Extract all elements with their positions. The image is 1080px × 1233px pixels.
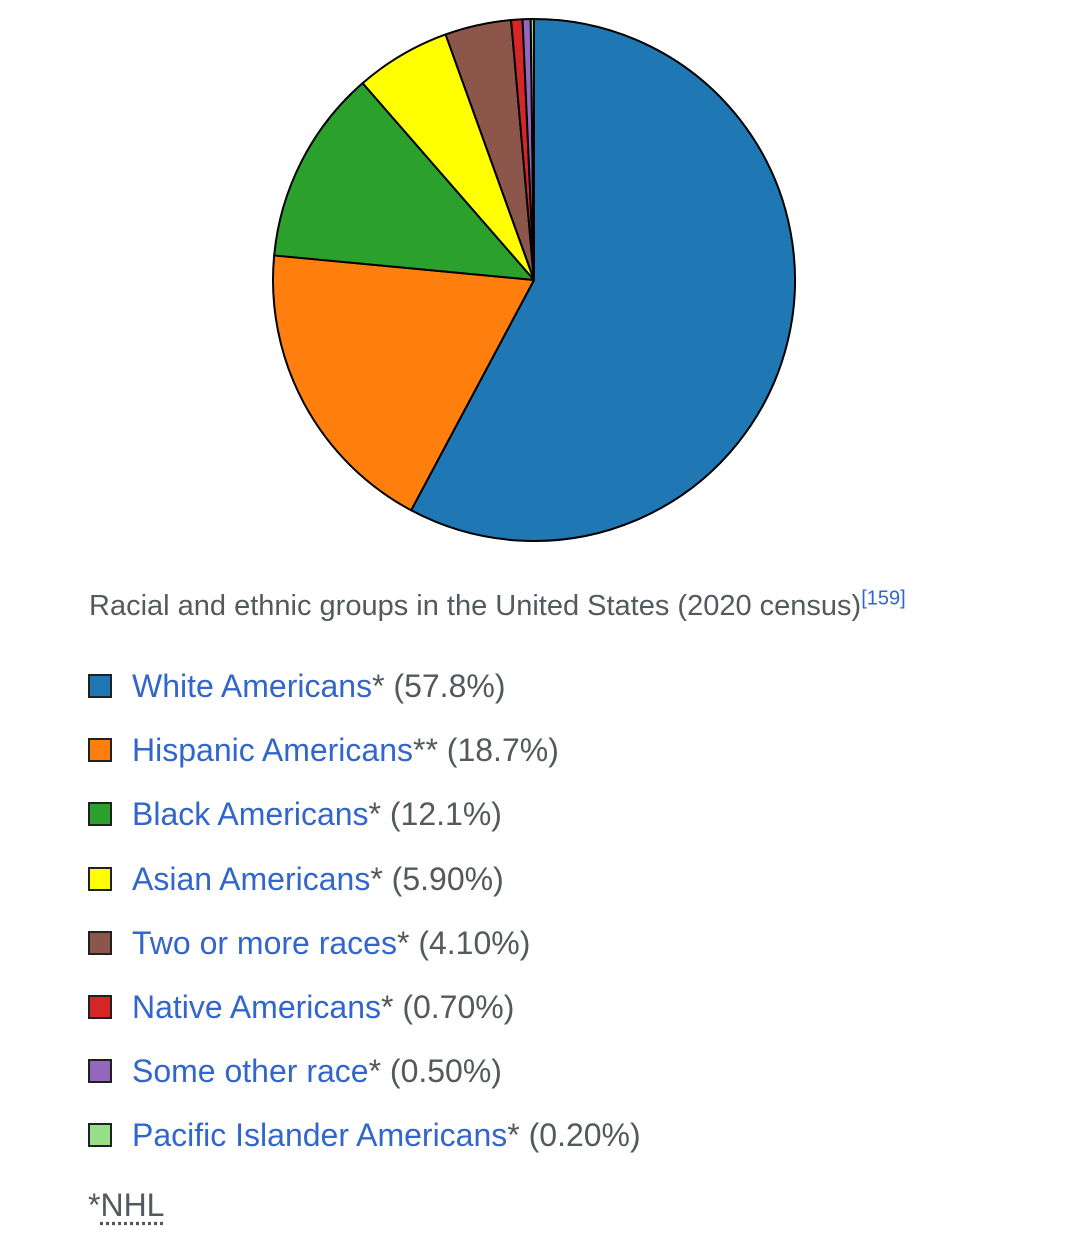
legend-link-pacific-islander-americans[interactable]: Pacific Islander Americans [132, 1117, 508, 1154]
legend-link-black-americans[interactable]: Black Americans [132, 796, 369, 833]
legend-item-some-other-race: Some other race* (0.50%) [88, 1049, 641, 1113]
legend-mark: * [507, 1117, 520, 1154]
legend-link-two-or-more-races[interactable]: Two or more races [132, 924, 397, 961]
legend-swatch [88, 674, 112, 698]
chart-legend: White Americans* (57.8%) Hispanic Americ… [88, 664, 641, 1178]
footnote-asterisk: * [88, 1187, 101, 1223]
legend-link-asian-americans[interactable]: Asian Americans [132, 860, 371, 897]
legend-percent: (5.90%) [391, 860, 504, 897]
pie-slice-white-americans [410, 18, 796, 542]
legend-percent: (12.1%) [389, 796, 502, 833]
legend-swatch [88, 1059, 112, 1084]
citation-link[interactable]: [159] [861, 587, 906, 610]
legend-item-two-or-more-races: Two or more races* (4.10%) [88, 921, 641, 985]
legend-swatch [88, 866, 112, 891]
legend-link-white-americans[interactable]: White Americans [132, 668, 373, 704]
footnote-abbreviation[interactable]: NHL [100, 1187, 165, 1223]
legend-percent: (0.20%) [528, 1117, 641, 1154]
legend-percent: (57.8%) [393, 668, 506, 704]
legend-item-pacific-islander-americans: Pacific Islander Americans* (0.20%) [88, 1113, 641, 1177]
legend-percent: (0.50%) [389, 1053, 502, 1090]
chart-title: Racial and ethnic groups in the United S… [89, 590, 862, 622]
legend-mark: ** [413, 732, 438, 769]
legend-mark: * [380, 988, 394, 1025]
pie-chart [272, 17, 796, 542]
citation-ref: [159] [861, 587, 905, 609]
pie-slice-black-americans [273, 82, 535, 281]
pie-slice-pacific-islander-americans [529, 17, 535, 281]
legend-link-hispanic-americans[interactable]: Hispanic Americans [132, 732, 413, 769]
legend-swatch [88, 738, 112, 763]
legend-swatch [88, 930, 112, 955]
legend-swatch [88, 802, 112, 827]
legend-item-white-americans: White Americans* (57.8%) [88, 664, 641, 728]
legend-mark: * [370, 860, 383, 897]
legend-link-native-americans[interactable]: Native Americans [132, 988, 381, 1025]
legend-percent: (0.70%) [402, 988, 515, 1025]
chart-caption: Racial and ethnic groups in the United S… [89, 586, 906, 626]
legend-item-native-americans: Native Americans* (0.70%) [88, 985, 641, 1049]
legend-mark: * [372, 668, 385, 704]
legend-item-asian-americans: Asian Americans* (5.90%) [88, 857, 641, 921]
footnote: *NHL [88, 1183, 164, 1227]
legend-mark: * [368, 1053, 382, 1090]
legend-swatch [88, 994, 112, 1019]
legend-percent: (18.7%) [446, 732, 559, 769]
legend-item-hispanic-americans: Hispanic Americans** (18.7%) [88, 728, 641, 792]
legend-item-black-americans: Black Americans* (12.1%) [88, 792, 641, 856]
legend-mark: * [368, 796, 381, 833]
legend-mark: * [396, 924, 410, 961]
legend-percent: (4.10%) [418, 924, 531, 961]
legend-link-some-other-race[interactable]: Some other race [132, 1053, 369, 1090]
legend-swatch [88, 1123, 112, 1148]
pie-slice-hispanic-americans [272, 254, 535, 512]
